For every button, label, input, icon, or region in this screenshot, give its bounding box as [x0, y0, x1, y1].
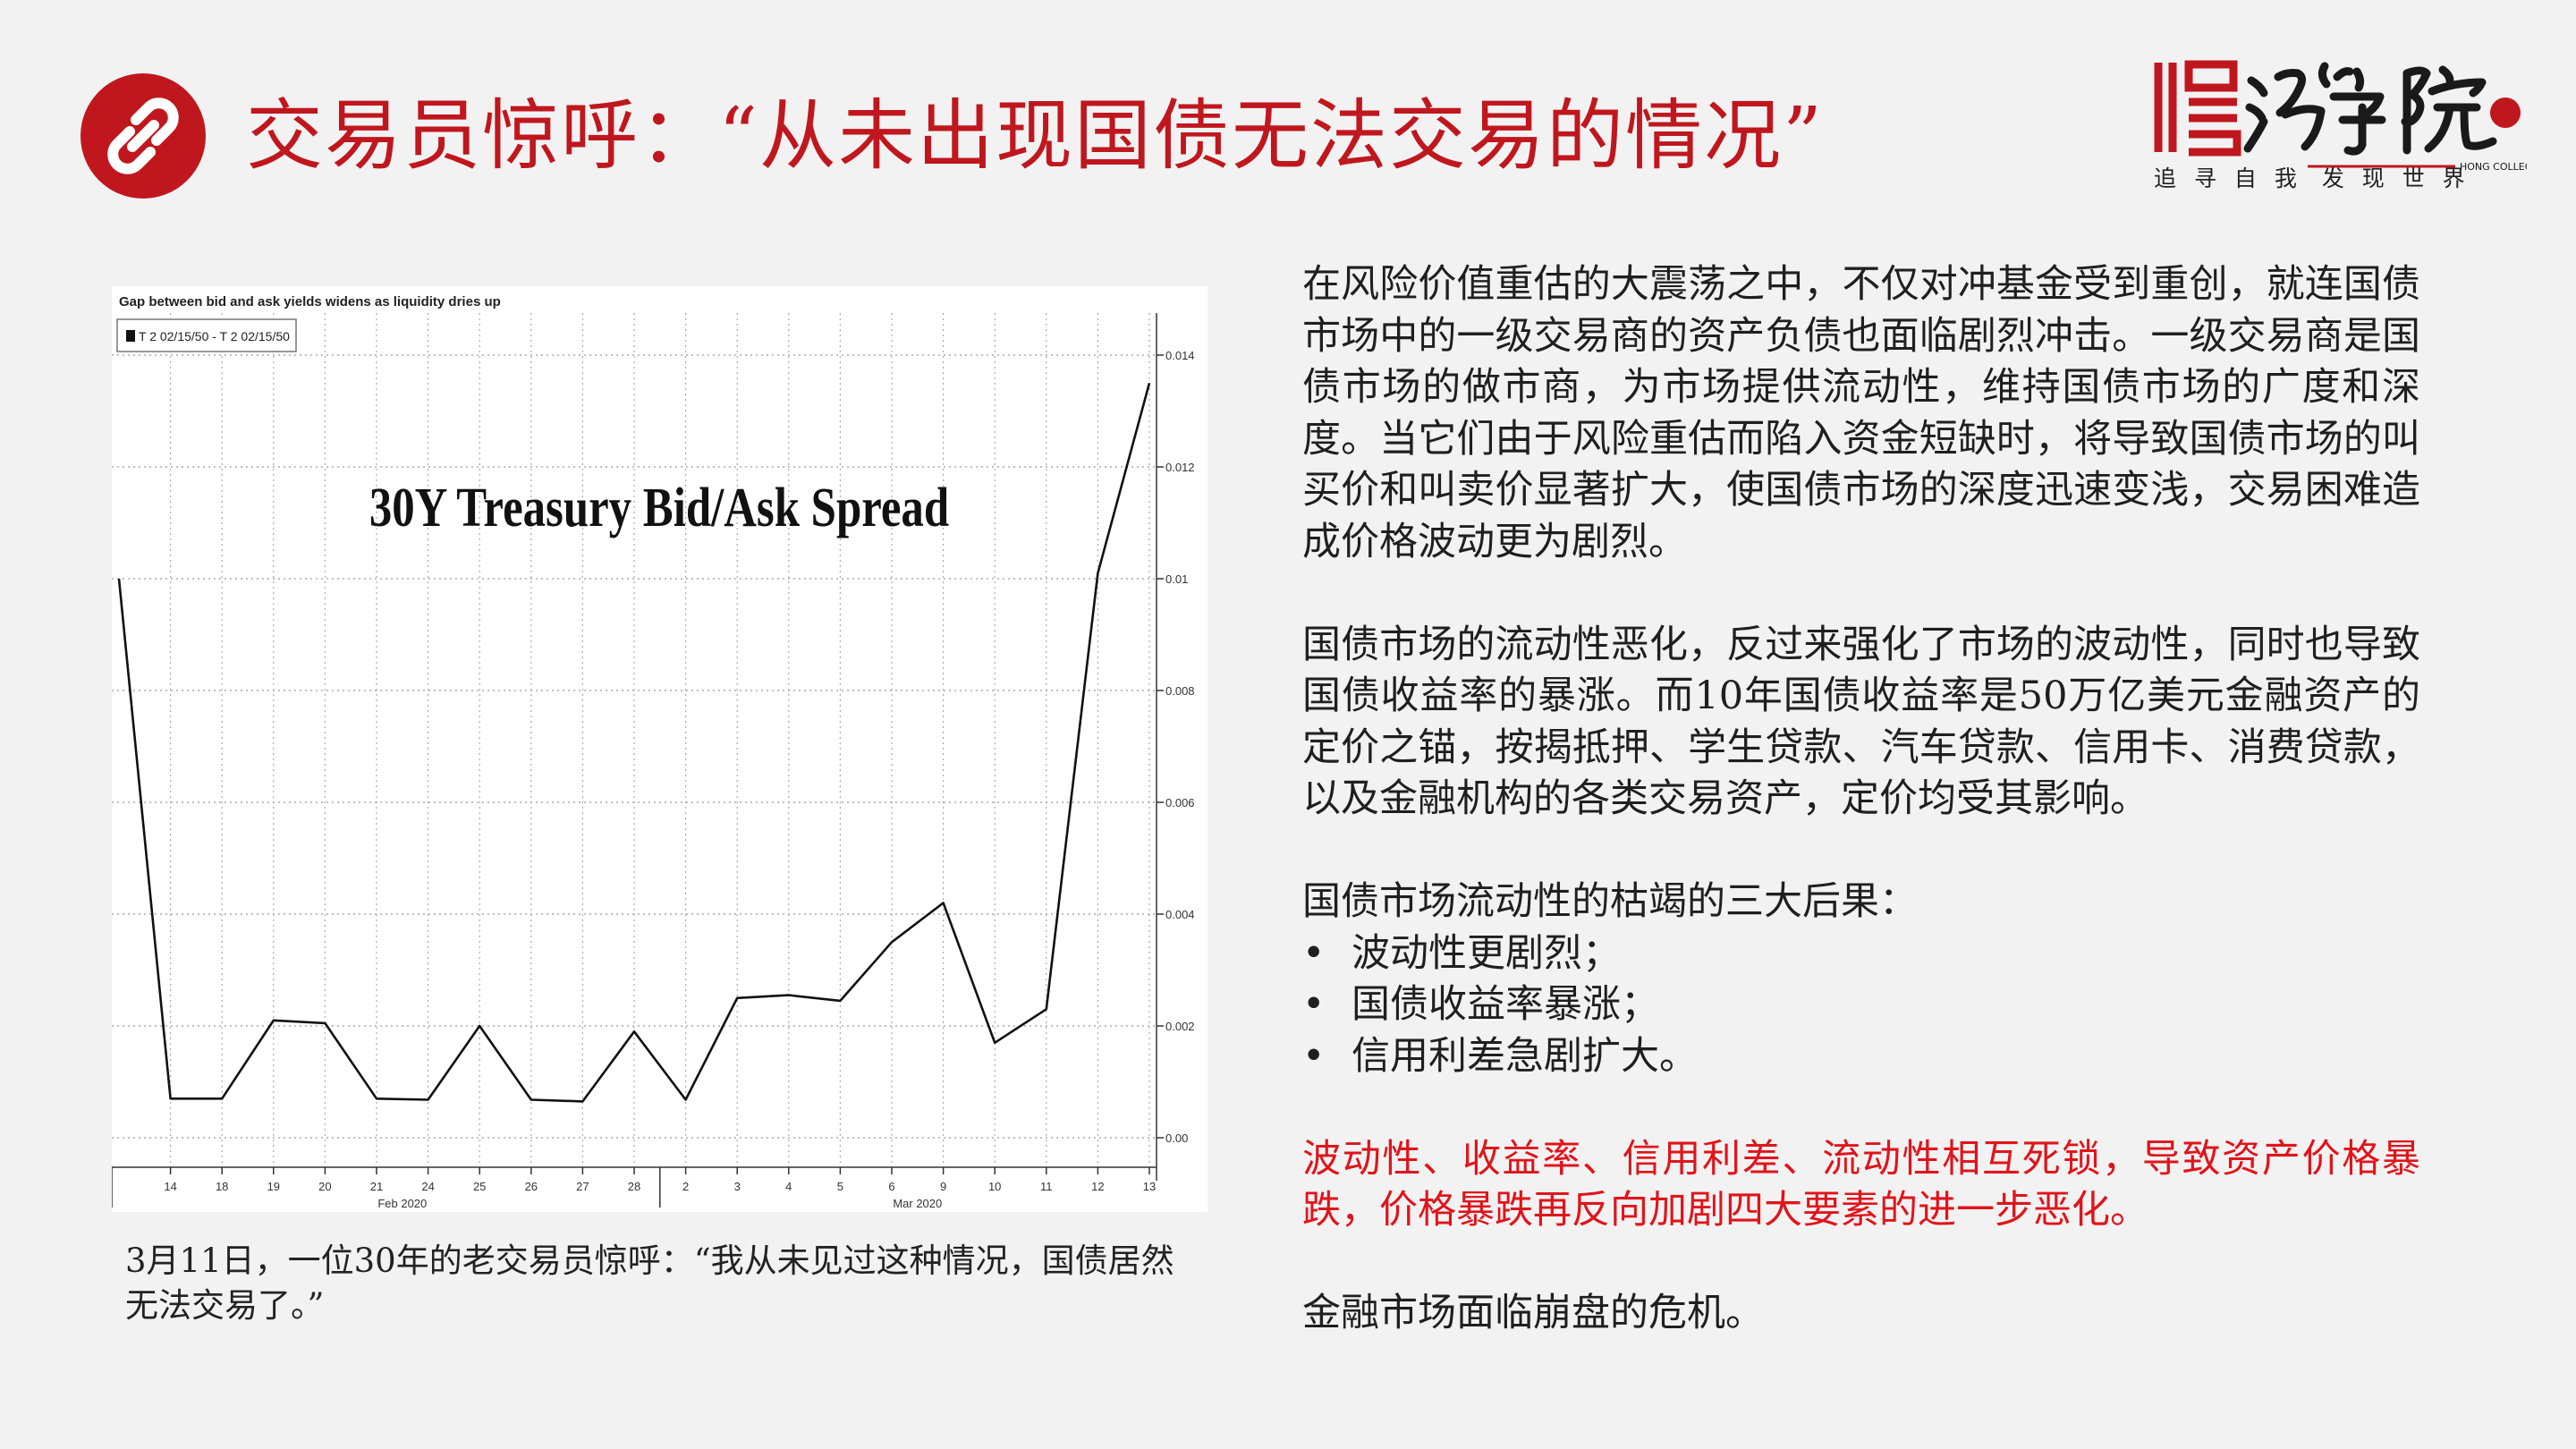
x-tick-label: 3	[734, 1180, 741, 1193]
y-tick-label: 0.006	[1165, 796, 1195, 809]
y-tick-label: 0.012	[1165, 461, 1195, 474]
x-tick-label: 4	[785, 1180, 792, 1193]
x-tick-label: 12	[1091, 1180, 1104, 1193]
x-tick-label: 28	[628, 1180, 640, 1193]
x-tick-label: 11	[1040, 1180, 1053, 1193]
list-item: 信用利差急剧扩大。	[1302, 1031, 2420, 1083]
list-item: 国债收益率暴涨；	[1302, 979, 2420, 1031]
legend-entry: T 2 02/15/50 - T 2 02/15/50	[139, 329, 290, 343]
y-tick-label: 0.008	[1165, 684, 1195, 698]
legend-swatch	[126, 330, 135, 342]
x-tick-label: 25	[473, 1180, 486, 1193]
y-tick-label: 0.00	[1165, 1131, 1188, 1145]
x-tick-label: 18	[216, 1180, 228, 1193]
logo-tagline: 追 寻 自 我发 现 世 界	[2154, 161, 2525, 193]
y-tick-label: 0.004	[1165, 908, 1195, 921]
paragraph-1: 在风险价值重估的大震荡之中，不仅对冲基金受到重创，就连国债市场中的一级交易商的资…	[1302, 259, 2420, 568]
list-heading: 国债市场流动性的枯竭的三大后果：	[1302, 877, 2420, 928]
x-tick-label: 20	[318, 1180, 331, 1193]
chart-caption: 3月11日，一位30年的老交易员惊呼：“我从未见过这种情况，国债居然无法交易了。…	[125, 1239, 1199, 1328]
chart-header: Gap between bid and ask yields widens as…	[119, 294, 501, 309]
y-tick-label: 0.01	[1165, 572, 1188, 586]
chart-svg: 0.014 0.012 0.01 0.008 0.006 0.004 0.002 0.00 14…	[112, 286, 1208, 1212]
x-tick-label: 19	[267, 1180, 280, 1193]
y-tick-label: 0.014	[1165, 349, 1195, 362]
list-item: 波动性更剧烈；	[1302, 928, 2420, 980]
closing-line: 金融市场面临崩盘的危机。	[1302, 1288, 2420, 1340]
spread-chart: 0.014 0.012 0.01 0.008 0.006 0.004 0.002 0.00 14…	[112, 286, 1208, 1212]
paragraph-2: 国债市场的流动性恶化，反过来强化了市场的波动性，同时也导致国债收益率的暴涨。而1…	[1302, 620, 2420, 826]
x-tick-label: 13	[1143, 1180, 1156, 1193]
tagline-right: 发 现 世 界	[2322, 165, 2470, 191]
x-tick-label: 6	[888, 1180, 894, 1193]
highlight-paragraph: 波动性、收益率、信用利差、流动性相互死锁，导致资产价格暴跌，价格暴跌再反向加剧四…	[1302, 1134, 2420, 1237]
x-tick-label: 21	[370, 1180, 383, 1193]
consequence-list: 波动性更剧烈； 国债收益率暴涨； 信用利差急剧扩大。	[1302, 928, 2420, 1083]
x-month-label: Feb 2020	[377, 1197, 427, 1210]
x-tick-label: 5	[837, 1180, 843, 1193]
x-tick-label: 10	[988, 1180, 1001, 1193]
x-tick-label: 26	[525, 1180, 538, 1193]
chart-title: 30Y Treasury Bid/Ask Spread	[369, 477, 949, 538]
page-title: 交易员惊呼：“从未出现国债无法交易的情况”	[246, 82, 1824, 190]
x-tick-label: 2	[682, 1180, 689, 1193]
body-text: 在风险价值重估的大震荡之中，不仅对冲基金受到重创，就连国债市场中的一级交易商的资…	[1302, 259, 2420, 1340]
x-month-label: Mar 2020	[893, 1197, 942, 1210]
x-tick-label: 27	[576, 1180, 589, 1193]
x-tick-label: 14	[164, 1180, 176, 1193]
tagline-left: 追 寻 自 我	[2154, 165, 2302, 191]
x-tick-label: 9	[940, 1180, 946, 1193]
x-tick-label: 24	[421, 1180, 434, 1193]
link-icon	[80, 73, 206, 199]
y-tick-label: 0.002	[1165, 1020, 1195, 1033]
